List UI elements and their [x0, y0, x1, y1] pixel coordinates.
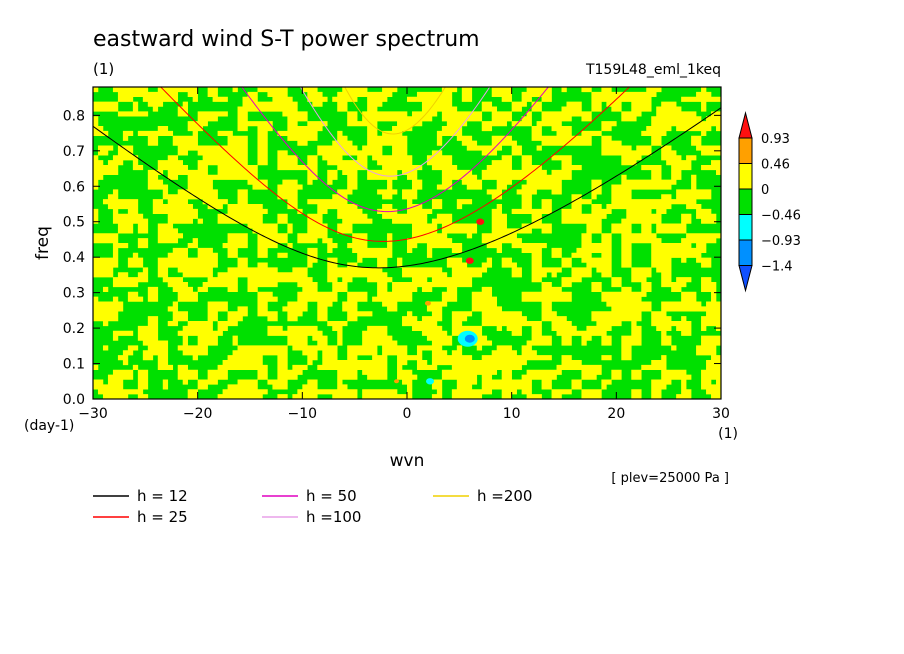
dispersion-curves — [93, 87, 721, 269]
field-peak-2 — [465, 257, 474, 264]
field-peak-3 — [424, 300, 431, 306]
x-tick-label: 30 — [712, 406, 730, 422]
y-axis-label: freq — [33, 226, 53, 260]
colorbar-label: 0.46 — [761, 158, 790, 173]
colorbar-label: −0.46 — [761, 209, 801, 224]
dispersion-curve-0 — [93, 107, 721, 269]
legend-label: h = 25 — [137, 508, 188, 526]
x-tick-label: 20 — [607, 406, 625, 422]
colorbar-segment — [738, 137, 753, 164]
y-axis: 0.0 0.1 0.2 0.3 0.4 0.5 0.6 0.7 0.8 — [63, 108, 721, 408]
colorbar-top-triangle — [738, 111, 753, 139]
colorbar-segment — [738, 239, 753, 266]
field-trough-2 — [464, 334, 475, 343]
x-axis-label: wvn — [390, 451, 425, 471]
colorbar-label: 0 — [761, 183, 769, 198]
x-axis-unit: (1) — [718, 426, 738, 442]
chart-subtitle-left: (1) — [93, 60, 114, 78]
dispersion-curve-1 — [160, 87, 631, 242]
chart-title: eastward wind S-T power spectrum — [93, 27, 480, 52]
y-tick-label: 0.4 — [63, 250, 85, 266]
y-tick-label: 0.6 — [63, 179, 85, 195]
y-tick-label: 0.5 — [63, 215, 85, 231]
colorbar-label: −1.4 — [761, 260, 793, 275]
colorbar-segment — [738, 163, 753, 190]
field-positive-regions — [93, 87, 721, 399]
dispersion-curve-2 — [241, 87, 549, 213]
y-tick-label: 0.7 — [63, 144, 85, 160]
colorbar: 0.93 0.46 0 −0.46 −0.93 −1.4 — [738, 111, 801, 293]
dispersion-curve-3 — [299, 87, 491, 177]
legend-label: h = 12 — [137, 487, 188, 505]
x-axis: −30 −20 −10 0 10 20 30 — [78, 87, 730, 422]
legend-label: h =100 — [306, 508, 361, 526]
x-tick-label: 0 — [403, 406, 412, 422]
y-tick-label: 0.1 — [63, 357, 85, 373]
y-tick-label: 0.3 — [63, 286, 85, 302]
x-tick-label: −10 — [288, 406, 318, 422]
plot-area — [93, 87, 721, 399]
colorbar-segment — [738, 188, 753, 215]
colorbar-segment — [738, 214, 753, 241]
field-peak-1 — [476, 218, 485, 225]
x-tick-label: −20 — [183, 406, 213, 422]
field-trough-3 — [426, 378, 435, 385]
chart-subtitle-right: T159L48_eml_1keq — [585, 62, 721, 78]
colorbar-label: −0.93 — [761, 234, 801, 249]
power-field — [93, 87, 721, 399]
legend: h = 12 h = 25 h = 50 h =100 h =200 — [93, 487, 532, 526]
y-axis-unit: (day-1) — [24, 418, 74, 434]
pressure-annotation: [ plev=25000 Pa ] — [611, 471, 729, 486]
colorbar-bottom-triangle — [738, 265, 753, 293]
field-peak-4 — [394, 379, 400, 384]
dispersion-curve-4 — [344, 87, 446, 135]
y-tick-label: 0.2 — [63, 321, 85, 337]
colorbar-label: 0.93 — [761, 132, 790, 147]
x-tick-label: 10 — [503, 406, 521, 422]
legend-label: h = 50 — [306, 487, 357, 505]
y-tick-label: 0.0 — [63, 392, 85, 408]
x-tick-label: −30 — [78, 406, 108, 422]
legend-label: h =200 — [477, 487, 532, 505]
y-tick-label: 0.8 — [63, 108, 85, 124]
